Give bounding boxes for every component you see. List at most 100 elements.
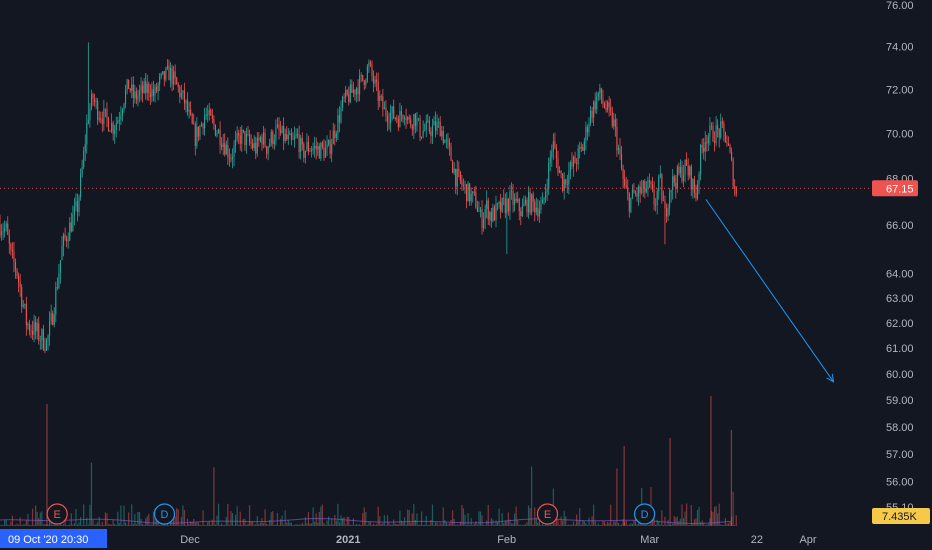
candle-body [98,118,100,120]
volume-bar [267,525,269,526]
volume-bar [152,511,155,526]
candle-body [650,181,652,185]
candle-body [541,200,544,204]
volume-bar [489,525,491,526]
time-tick-label: Dec [180,534,200,546]
candle-body [574,156,576,164]
candle-body [458,168,460,172]
candle-body [83,151,85,168]
volume-bar [464,514,466,526]
price-axis[interactable]: 76.0074.0072.0070.0068.0066.0064.0063.00… [872,0,932,550]
candle-body [397,119,399,128]
candle-body [696,184,699,199]
candle-body [376,79,378,82]
volume-bar [200,525,203,526]
candle-body [710,125,712,127]
candle-body [690,166,692,190]
volume-bar [18,524,20,526]
candle-body [329,140,331,154]
candle-body [196,126,198,146]
volume-bar [484,525,486,526]
volume-bar [47,524,49,526]
candle-body [371,64,373,76]
volume-bar [62,524,65,526]
candle-body [359,75,361,95]
volume-bar [580,524,582,526]
candle-body [218,129,220,134]
candle-body [380,95,382,97]
candle-body [324,148,327,158]
earnings-marker[interactable]: E [46,503,68,525]
candle-body [293,136,296,140]
candle-body [222,143,224,147]
candle-body [540,203,542,211]
candle-body [363,80,365,86]
candle-body [318,146,320,159]
trend-arrow-line[interactable] [705,199,834,383]
candle-body [213,119,215,125]
volume-bar [380,524,382,526]
volume-bar [210,524,212,526]
dividend-marker[interactable]: D [633,503,656,525]
candle-body [603,103,606,108]
volume-bar [727,523,730,526]
volume-bar [665,524,668,526]
candle-body [393,106,395,119]
candle-body [185,100,187,104]
volume-bar [730,430,732,526]
candle-body [242,129,244,131]
volume-bar [245,524,248,526]
price-tick-label: 64.00 [886,268,914,280]
candle-body [510,191,513,192]
candle-body [529,192,531,213]
candle-body [114,129,116,134]
candle-body [447,139,449,142]
volume-bar [114,524,116,526]
candle-body [5,223,7,228]
candle-body [726,142,728,144]
candle-body [613,119,615,126]
candle-body [560,170,562,174]
candle-body [13,251,15,263]
candle-body [86,123,88,145]
volume-bar [343,517,345,526]
volume-bar [676,516,678,526]
volume-bar [10,521,12,526]
candle-body [563,179,565,191]
volume-bar [103,525,105,526]
volume-bar [287,520,289,526]
volume-bar [655,524,657,526]
volume-bar [397,524,399,526]
candle-body [290,133,292,140]
candle-body [183,90,185,104]
time-axis[interactable]: Dec 2021 Feb Mar 22 Apr 09 Oct '20 20:30 [0,528,932,550]
candle-body [576,163,578,165]
candle-body [264,132,266,147]
volume-bar [205,525,207,526]
candle-body [78,196,80,212]
price-tick-label: 61.00 [886,343,914,355]
candle-body [504,198,506,214]
volume-bar [465,525,468,526]
candle-body [121,110,123,116]
candle-body [55,287,57,315]
candle-body [146,83,148,93]
volume-bar [467,513,469,526]
volume-bar [334,515,336,526]
volume-bar [434,522,437,526]
candle-body [557,158,559,173]
volume-bar [98,516,100,526]
candle-body [568,171,570,185]
volume-bar [402,522,404,526]
volume-bar [151,524,153,526]
candle-body [297,134,299,135]
volume-bar [589,524,592,526]
candle-body [528,192,530,212]
volume-bar [675,517,677,526]
volume-bar [458,525,460,526]
dividend-marker[interactable]: D [153,503,176,525]
candle-body [306,141,308,151]
earnings-marker[interactable]: E [536,503,559,525]
candle-body [2,230,4,232]
